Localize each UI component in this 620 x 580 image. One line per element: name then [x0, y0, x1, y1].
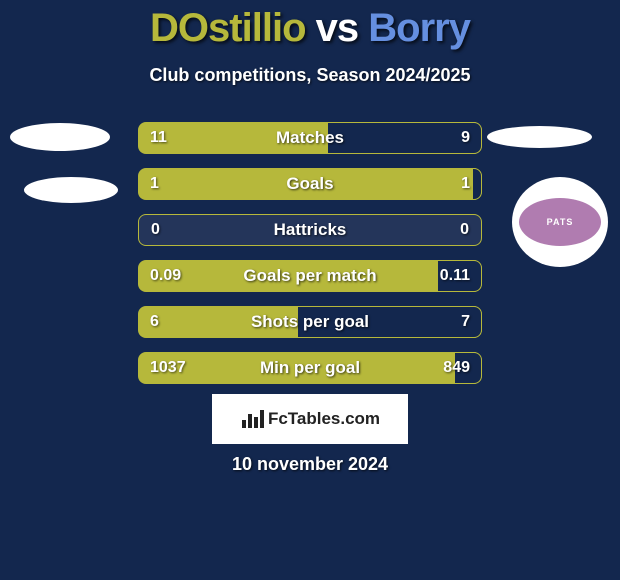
stat-value-left: 1037	[150, 359, 186, 377]
watermark: FcTables.com	[212, 394, 408, 444]
stat-row: Hattricks0 0	[138, 214, 482, 246]
stat-row: Goals1 1	[138, 168, 482, 200]
stat-row: Matches11 9	[138, 122, 482, 154]
title-player2: Borry	[368, 6, 470, 50]
stat-value-left: 11	[150, 129, 167, 147]
stat-value-left: 0	[151, 221, 160, 239]
stat-rows: Matches119Goals11Hattricks00Goals per ma…	[138, 122, 482, 398]
club-badge-right-1	[487, 126, 592, 148]
stat-value-right: 7	[461, 313, 470, 331]
stat-value-left: 6	[150, 313, 159, 331]
watermark-text: FcTables.com	[268, 409, 380, 429]
stat-label: Goals	[138, 174, 482, 194]
stat-label: Matches	[138, 128, 482, 148]
club-badge-right-2: PATS	[512, 177, 608, 267]
stat-label: Shots per goal	[138, 312, 482, 332]
title-vs: vs	[316, 6, 359, 50]
stat-label: Goals per match	[138, 266, 482, 286]
club-badge-right-2-text: PATS	[547, 217, 574, 227]
stat-value-right: 0	[460, 221, 469, 239]
title-player1: DOstillio	[150, 6, 305, 50]
date-text: 10 november 2024	[0, 454, 620, 475]
stat-value-left: 0.09	[150, 267, 181, 285]
stat-value-right: 849	[443, 359, 470, 377]
stat-label: Hattricks	[139, 220, 481, 240]
stat-value-right: 0.11	[440, 267, 470, 285]
stat-row: Goals per match0.09 0.11	[138, 260, 482, 292]
club-badge-left-2	[24, 177, 118, 203]
stat-row: Shots per goal6 7	[138, 306, 482, 338]
club-badge-left-1	[10, 123, 110, 151]
stat-value-left: 1	[150, 175, 159, 193]
subtitle: Club competitions, Season 2024/2025	[0, 65, 620, 86]
stat-value-right: 1	[461, 175, 470, 193]
stat-label: Min per goal	[138, 358, 482, 378]
page-title: DOstillio vs Borry	[0, 0, 620, 51]
bars-icon	[240, 408, 264, 430]
club-badge-right-2-inner: PATS	[519, 198, 601, 246]
stat-row: Min per goal1037 849	[138, 352, 482, 384]
stat-value-right: 9	[461, 129, 470, 147]
